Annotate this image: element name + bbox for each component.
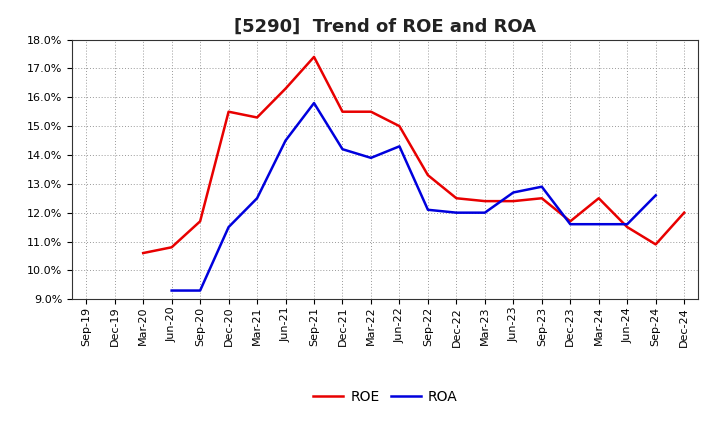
Line: ROA: ROA: [171, 103, 656, 290]
Legend: ROE, ROA: ROE, ROA: [307, 384, 463, 409]
ROE: [509, 198, 518, 204]
ROE: [253, 115, 261, 120]
Line: ROE: ROE: [143, 57, 684, 253]
ROA: [253, 196, 261, 201]
ROA: [310, 100, 318, 106]
ROA: [652, 193, 660, 198]
ROE: [366, 109, 375, 114]
ROA: [595, 222, 603, 227]
ROE: [196, 219, 204, 224]
ROA: [196, 288, 204, 293]
ROA: [480, 210, 489, 215]
ROE: [282, 86, 290, 91]
ROA: [566, 222, 575, 227]
ROE: [225, 109, 233, 114]
ROA: [338, 147, 347, 152]
ROA: [537, 184, 546, 189]
ROE: [452, 196, 461, 201]
ROE: [680, 210, 688, 215]
ROA: [423, 207, 432, 213]
Title: [5290]  Trend of ROE and ROA: [5290] Trend of ROE and ROA: [234, 17, 536, 35]
ROE: [139, 250, 148, 256]
ROA: [452, 210, 461, 215]
ROE: [537, 196, 546, 201]
ROE: [423, 172, 432, 178]
ROA: [623, 222, 631, 227]
ROE: [623, 224, 631, 230]
ROA: [509, 190, 518, 195]
ROE: [310, 54, 318, 59]
ROE: [480, 198, 489, 204]
ROA: [282, 138, 290, 143]
ROE: [652, 242, 660, 247]
ROA: [167, 288, 176, 293]
ROA: [225, 224, 233, 230]
ROE: [167, 245, 176, 250]
ROE: [338, 109, 347, 114]
ROE: [595, 196, 603, 201]
ROE: [566, 219, 575, 224]
ROA: [395, 144, 404, 149]
ROA: [366, 155, 375, 161]
ROE: [395, 124, 404, 129]
